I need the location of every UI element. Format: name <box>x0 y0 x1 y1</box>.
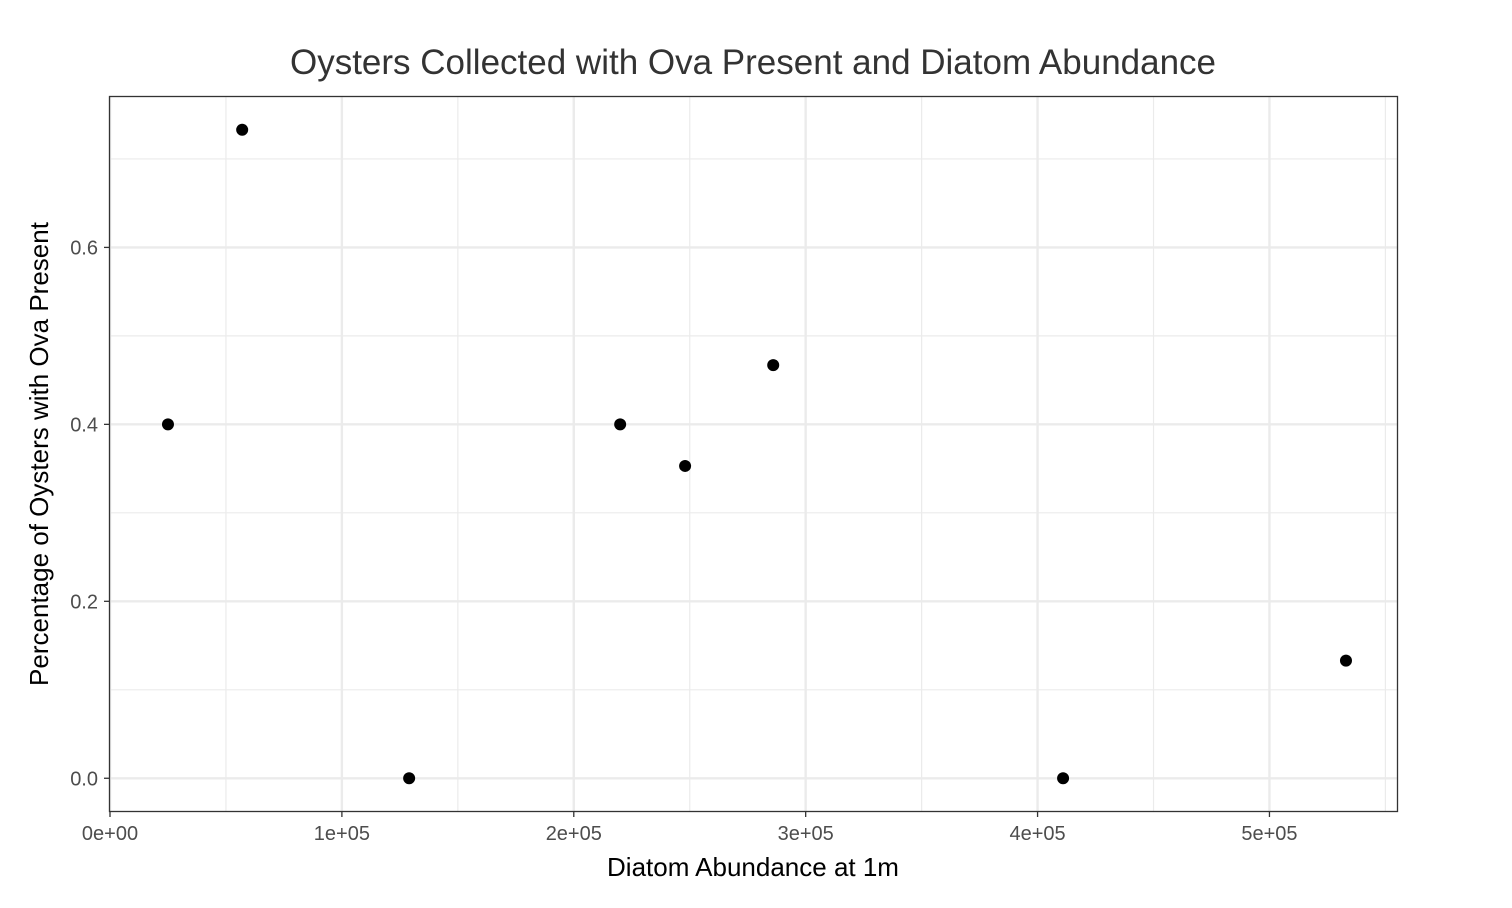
data-point <box>614 418 627 431</box>
data-point <box>1057 772 1070 785</box>
chart-title: Oysters Collected with Ova Present and D… <box>290 43 1216 82</box>
x-tick-label: 3e+05 <box>778 823 834 845</box>
y-axis-title: Percentage of Oysters with Ova Present <box>24 221 54 686</box>
y-axis: 0.0 0.2 0.4 0.6 <box>70 237 110 790</box>
data-point <box>236 123 249 136</box>
data-point <box>161 418 174 431</box>
x-tick-label: 5e+05 <box>1241 823 1297 845</box>
data-points <box>161 123 1352 785</box>
minor-gridlines <box>110 97 1397 811</box>
y-tick-label: 0.2 <box>70 591 98 613</box>
x-axis-title: Diatom Abundance at 1m <box>607 852 899 882</box>
data-point <box>1339 654 1352 667</box>
x-tick-label: 2e+05 <box>546 823 602 845</box>
y-tick-label: 0.0 <box>70 768 98 790</box>
x-tick-label: 4e+05 <box>1009 823 1065 845</box>
panel-border <box>108 95 1399 813</box>
data-point <box>403 772 416 785</box>
x-axis: 0e+00 1e+05 2e+05 3e+05 4e+05 5e+05 <box>82 811 1298 845</box>
x-tick-label: 1e+05 <box>314 823 370 845</box>
x-tick-label: 0e+00 <box>82 823 138 845</box>
y-tick-label: 0.6 <box>70 237 98 259</box>
data-point <box>767 359 780 372</box>
y-tick-label: 0.4 <box>70 414 98 436</box>
data-point <box>679 459 692 472</box>
